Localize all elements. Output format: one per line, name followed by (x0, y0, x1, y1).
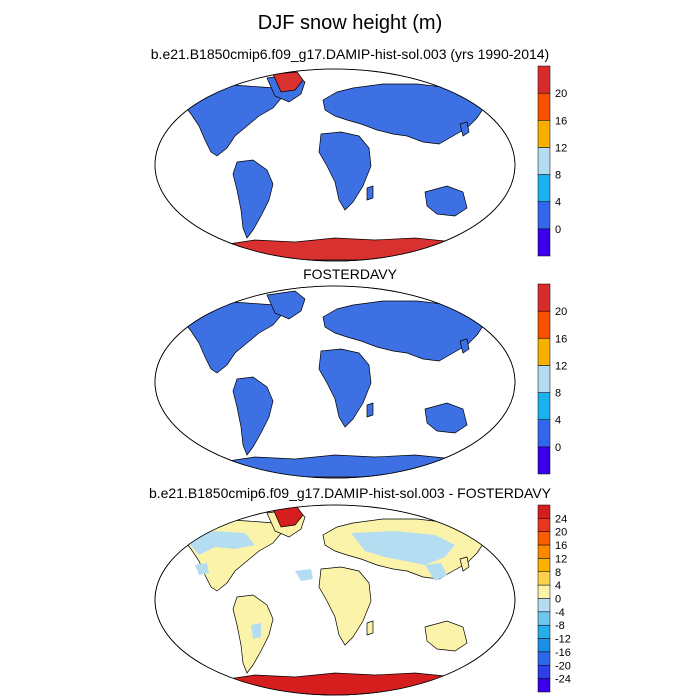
colorbar-tick-label: -16 (555, 647, 571, 659)
colorbar-tick-label: 20 (555, 306, 567, 318)
colorbar-swatch (537, 584, 551, 599)
colorbar-swatch (537, 283, 551, 312)
colorbar-swatch (537, 571, 551, 586)
colorbar-swatch (537, 365, 551, 393)
panel-1-title: b.e21.B1850cmip6.f09_g17.DAMIP-hist-sol.… (150, 46, 550, 62)
colorbar-swatch (537, 120, 551, 148)
colorbar-swatch (537, 544, 551, 559)
colorbar-swatch (537, 651, 551, 666)
colorbar-swatch (537, 147, 551, 175)
panel-3-title: b.e21.B1850cmip6.f09_g17.DAMIP-hist-sol.… (148, 485, 552, 501)
colorbar-tick-label: 8 (555, 388, 561, 400)
map-panel-2: 0 4 8 12 16 20 (154, 283, 567, 479)
colorbar-tick-label: -12 (555, 634, 571, 646)
colorbar-swatch (537, 518, 551, 532)
colorbar-swatch (537, 611, 551, 626)
colorbar-tick-label: -20 (555, 660, 571, 672)
colorbar-tick-label: 4 (555, 197, 561, 209)
colorbar-tick-label: 4 (555, 415, 561, 427)
colorbar-swatch (537, 65, 551, 94)
colorbar-swatch (537, 678, 551, 693)
colorbar-tick-label: 0 (555, 442, 561, 454)
colorbar-tick-label: 16 (555, 333, 567, 345)
colorbar-tick-label: 12 (555, 360, 567, 372)
colorbar-swatch (537, 638, 551, 653)
colorbar-tick-label: 8 (555, 567, 561, 579)
greenland-snow (272, 71, 304, 93)
colorbar-tick-label: 8 (555, 170, 561, 182)
figure-title: DJF snow height (m) (257, 12, 443, 34)
colorbar-tick-label: -8 (555, 620, 565, 632)
colorbar-tick-label: -24 (555, 674, 571, 686)
colorbar-tick-label: 12 (555, 142, 567, 154)
colorbar-tick-label: 16 (555, 540, 567, 552)
colorbar-swatch (537, 338, 551, 366)
colorbar-swatch (537, 310, 551, 339)
colorbar-swatch (537, 228, 551, 257)
colorbar-tick-label: 12 (555, 553, 567, 565)
colorbar-swatch (537, 174, 551, 202)
colorbar-swatch (537, 598, 551, 613)
colorbar-tick-label: 20 (555, 88, 567, 100)
colorbar-swatch (537, 446, 551, 475)
colorbar-tick-label: 0 (555, 224, 561, 236)
map-panel-1: 0 4 8 12 16 20 (154, 65, 567, 262)
colorbar-tick-label: 0 (555, 594, 561, 606)
colorbar-swatch (537, 392, 551, 420)
colorbar-swatch (537, 92, 551, 121)
colorbar-tick-label: 20 (555, 527, 567, 539)
panel-2-title: FOSTERDAVY (303, 266, 397, 282)
colorbar-swatch (537, 665, 551, 679)
colorbar-1: 0 4 8 12 16 20 (537, 65, 567, 257)
colorbar-tick-label: 4 (555, 580, 561, 592)
colorbar-tick-label: 24 (555, 513, 567, 525)
colorbar-tick-label: -4 (555, 607, 565, 619)
colorbar-tick-label: 16 (555, 115, 567, 127)
colorbar-swatch (537, 558, 551, 573)
colorbar-swatch (537, 201, 551, 230)
snow-field-land (182, 71, 496, 261)
colorbar-swatch (537, 531, 551, 546)
colorbar-swatch (537, 504, 551, 519)
colorbar-swatch (537, 624, 551, 639)
colorbar-swatch (537, 419, 551, 448)
colorbar-2: 0 4 8 12 16 20 (537, 283, 567, 475)
